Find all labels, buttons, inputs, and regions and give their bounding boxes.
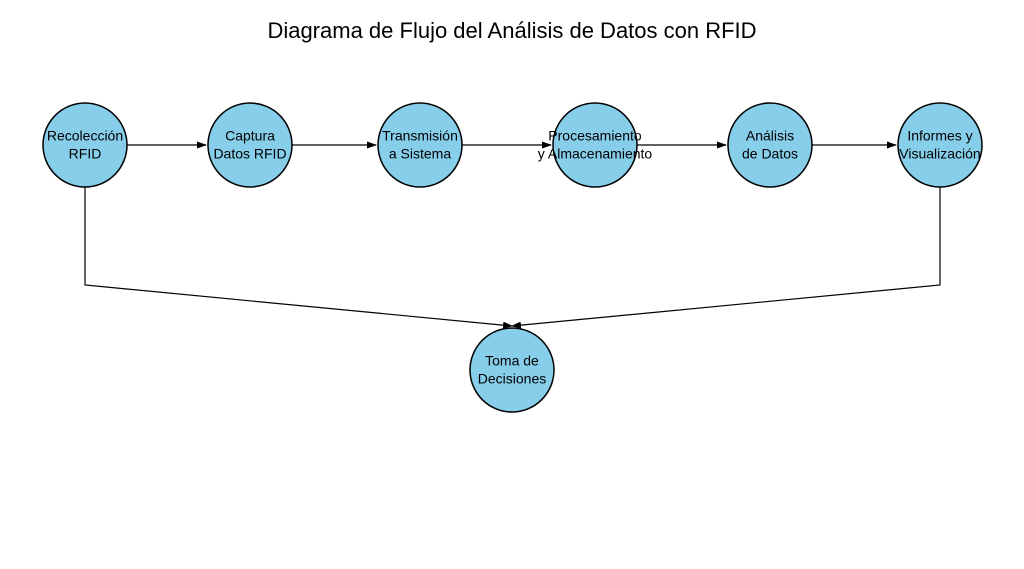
edges-group (85, 145, 940, 326)
node-n1 (43, 103, 127, 187)
node-n4 (553, 103, 637, 187)
nodes-group (43, 103, 982, 412)
diagram-container: Diagrama de Flujo del Análisis de Datos … (0, 0, 1024, 569)
edge-n6-n7 (512, 187, 940, 326)
edge-n1-n7 (85, 187, 512, 326)
node-n2 (208, 103, 292, 187)
node-n5 (728, 103, 812, 187)
node-n6 (898, 103, 982, 187)
node-n7 (470, 328, 554, 412)
node-n3 (378, 103, 462, 187)
diagram-svg (0, 0, 1024, 569)
